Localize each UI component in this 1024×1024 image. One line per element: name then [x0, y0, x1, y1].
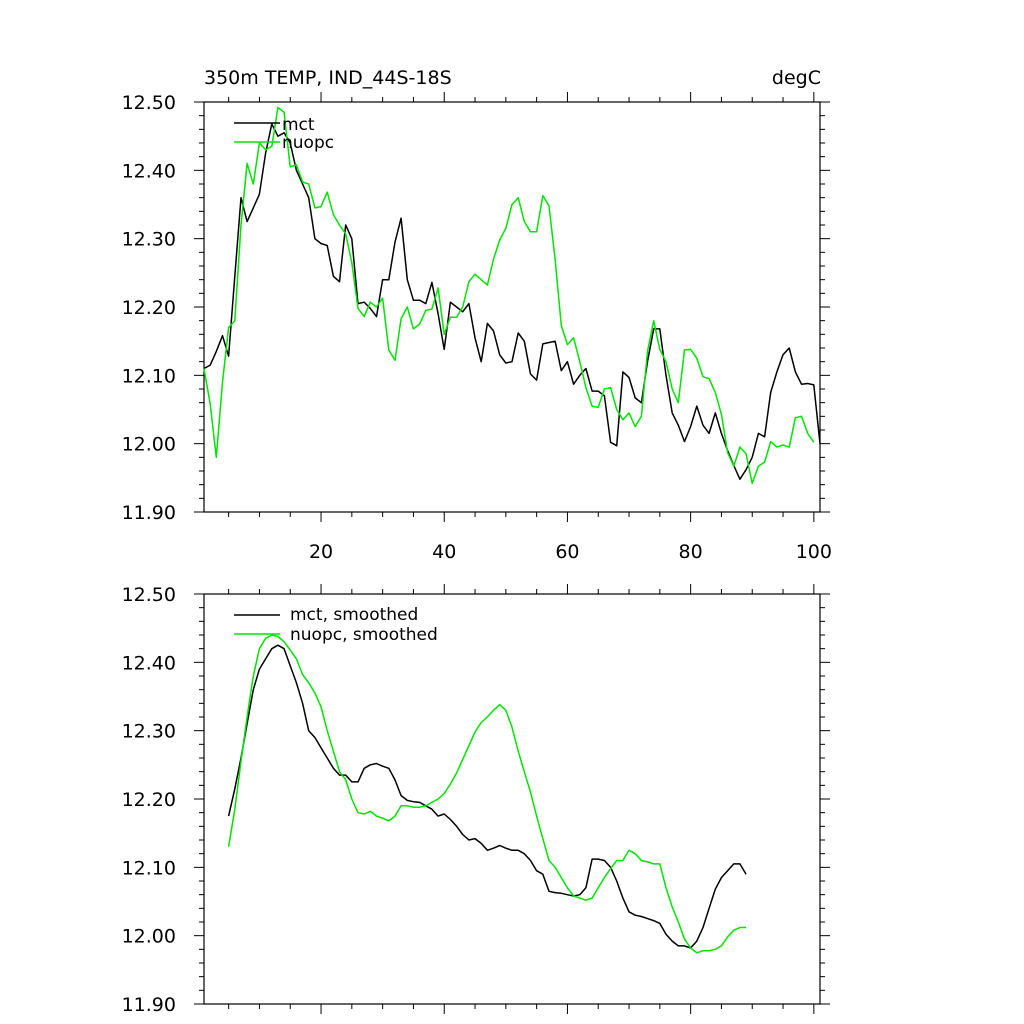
x-tick-label: 60: [555, 541, 579, 563]
legend-label-mct: mct: [282, 115, 315, 135]
y-tick-label: 12.10: [122, 857, 176, 879]
x-tick-label: 100: [796, 541, 832, 563]
bottom-plot-y-tick-labels: 11.90 12.00 12.10 12.20 12.30 12.40 12.50: [122, 584, 176, 1016]
y-tick-label: 12.00: [122, 434, 176, 456]
y-tick-label: 12.20: [122, 789, 176, 811]
series-line-mct: [203, 123, 821, 480]
y-tick-label: 12.30: [122, 229, 176, 251]
legend-label-nuopc-smoothed: nuopc, smoothed: [290, 625, 438, 645]
top-plot: 11.90 12.00 12.10 12.20 12.30 12.40 12.50 20 40…: [122, 92, 832, 563]
top-plot-ticks: [194, 92, 830, 522]
bottom-plot-ticks: [194, 584, 830, 1014]
chart-title: 350m TEMP, IND_44S-18S: [204, 67, 452, 89]
y-tick-label: 12.50: [122, 584, 176, 606]
y-tick-label: 12.00: [122, 926, 176, 948]
top-plot-series: [203, 106, 821, 485]
y-tick-label: 12.20: [122, 297, 176, 319]
top-plot-x-tick-labels: 20 40 60 80 100: [309, 541, 832, 563]
top-plot-y-tick-labels: 11.90 12.00 12.10 12.20 12.30 12.40 12.50: [122, 92, 176, 524]
y-tick-label: 11.90: [122, 994, 176, 1016]
y-tick-label: 12.30: [122, 721, 176, 743]
x-tick-label: 40: [432, 541, 456, 563]
x-tick-label: 20: [309, 541, 333, 563]
legend-label-nuopc: nuopc: [282, 133, 334, 153]
series-line-mct-smoothed: [227, 644, 747, 949]
bottom-plot-frame: [203, 593, 821, 1005]
units-label: degC: [772, 67, 821, 89]
y-tick-label: 12.10: [122, 365, 176, 387]
bottom-plot-series: [227, 634, 747, 954]
series-line-nuopc-smoothed: [227, 634, 747, 954]
y-tick-label: 12.40: [122, 652, 176, 674]
legend-label-mct-smoothed: mct, smoothed: [290, 605, 418, 625]
top-plot-legend: mct nuopc: [234, 115, 334, 153]
y-tick-label: 12.50: [122, 92, 176, 114]
y-tick-label: 12.40: [122, 160, 176, 182]
x-tick-label: 80: [679, 541, 703, 563]
series-line-nuopc: [203, 106, 815, 485]
bottom-plot-legend: mct, smoothed nuopc, smoothed: [234, 605, 438, 645]
bottom-plot: 11.90 12.00 12.10 12.20 12.30 12.40 12.50 mct,…: [122, 584, 830, 1016]
y-tick-label: 11.90: [122, 502, 176, 524]
